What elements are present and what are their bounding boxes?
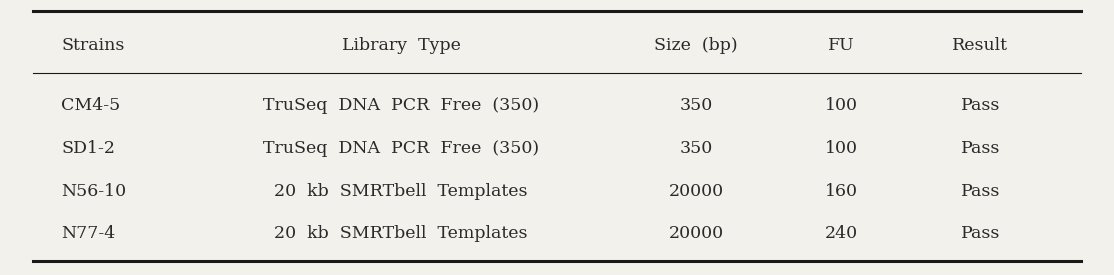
Text: SD1-2: SD1-2 [61, 140, 115, 157]
Text: 20  kb  SMRTbell  Templates: 20 kb SMRTbell Templates [274, 183, 528, 200]
Text: TruSeq  DNA  PCR  Free  (350): TruSeq DNA PCR Free (350) [263, 97, 539, 114]
Text: Library  Type: Library Type [342, 37, 460, 54]
Text: Pass: Pass [960, 225, 1000, 242]
Text: 350: 350 [680, 140, 713, 157]
Text: Pass: Pass [960, 97, 1000, 114]
Text: Size  (bp): Size (bp) [654, 37, 739, 54]
Text: CM4-5: CM4-5 [61, 97, 120, 114]
Text: Strains: Strains [61, 37, 125, 54]
Text: 240: 240 [824, 225, 858, 242]
Text: 100: 100 [824, 140, 858, 157]
Text: Pass: Pass [960, 183, 1000, 200]
Text: 20000: 20000 [668, 183, 724, 200]
Text: Result: Result [952, 37, 1008, 54]
Text: TruSeq  DNA  PCR  Free  (350): TruSeq DNA PCR Free (350) [263, 140, 539, 157]
Text: 160: 160 [824, 183, 858, 200]
Text: 100: 100 [824, 97, 858, 114]
Text: 20  kb  SMRTbell  Templates: 20 kb SMRTbell Templates [274, 225, 528, 242]
Text: FU: FU [828, 37, 854, 54]
Text: 350: 350 [680, 97, 713, 114]
Text: N77-4: N77-4 [61, 225, 116, 242]
Text: 20000: 20000 [668, 225, 724, 242]
Text: N56-10: N56-10 [61, 183, 126, 200]
Text: Pass: Pass [960, 140, 1000, 157]
